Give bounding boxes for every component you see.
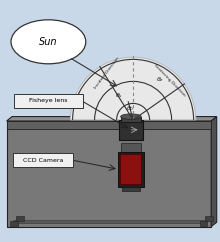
Text: Fisheye lens: Fisheye lens [29, 98, 68, 103]
Bar [200, 221, 207, 226]
Text: Sun: Sun [39, 37, 58, 47]
Text: $\theta_0$: $\theta_0$ [126, 104, 134, 113]
Wedge shape [70, 57, 196, 120]
Bar [10, 221, 18, 226]
Polygon shape [7, 117, 217, 121]
Bar [7, 121, 211, 227]
Bar [120, 154, 141, 184]
Text: $\vartheta_s$: $\vartheta_s$ [115, 91, 123, 100]
Bar [16, 216, 24, 221]
FancyBboxPatch shape [13, 153, 73, 167]
FancyBboxPatch shape [14, 93, 82, 108]
Bar [119, 120, 143, 140]
Bar [121, 143, 141, 152]
Bar [118, 152, 144, 187]
Bar [205, 216, 213, 221]
Bar [121, 117, 141, 122]
Ellipse shape [11, 20, 86, 64]
Bar [7, 121, 211, 129]
Bar [13, 220, 205, 223]
Text: Incident Direction: Incident Direction [93, 57, 120, 90]
Text: Scattering Direction: Scattering Direction [153, 63, 186, 98]
Ellipse shape [121, 114, 141, 119]
Polygon shape [211, 117, 217, 227]
Text: $\vartheta_z$: $\vartheta_z$ [156, 75, 164, 84]
Text: CCD Camera: CCD Camera [23, 158, 63, 163]
Bar [122, 187, 140, 191]
